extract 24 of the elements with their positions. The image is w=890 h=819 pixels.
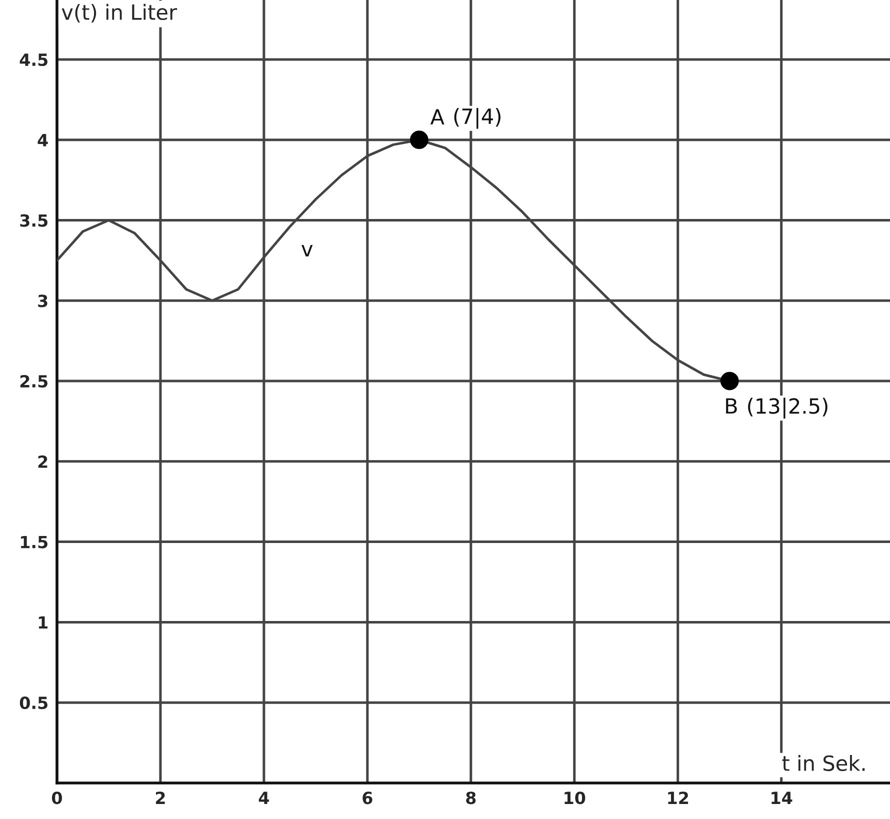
x-tick-label: 0 (52, 792, 62, 804)
y-tick-label: 4.5 (20, 54, 48, 66)
y-tick-label: 3.5 (20, 214, 48, 227)
y-tick-label: 2.5 (20, 374, 48, 388)
y-tick-label: 2 (38, 455, 48, 468)
y-tick-label: 0.5 (20, 696, 48, 710)
data-label: (7|4) (454, 108, 500, 129)
x-tick-label: 6 (362, 792, 372, 804)
x-tick-label: 14 (772, 792, 792, 804)
data-label: (13|2.5) (748, 398, 828, 419)
x-tick-label: 8 (466, 792, 476, 804)
annotation: B (726, 398, 737, 414)
y-tick-label: 1 (38, 616, 48, 629)
y-tick-label: 1.5 (20, 536, 48, 548)
series-label: v (302, 245, 313, 256)
y-tick-label: 3 (38, 294, 48, 308)
x-tick-label: 4 (258, 792, 269, 804)
x-tick-label: 10 (564, 792, 586, 804)
annotation: A (430, 109, 444, 124)
x-axis-title: t in Sek. (782, 754, 865, 772)
y-axis-title: v(t) in Liter (62, 4, 178, 22)
x-tick-label: 2 (156, 792, 165, 804)
y-tick-label: 4 (38, 134, 48, 146)
x-tick-label: 12 (668, 792, 688, 804)
